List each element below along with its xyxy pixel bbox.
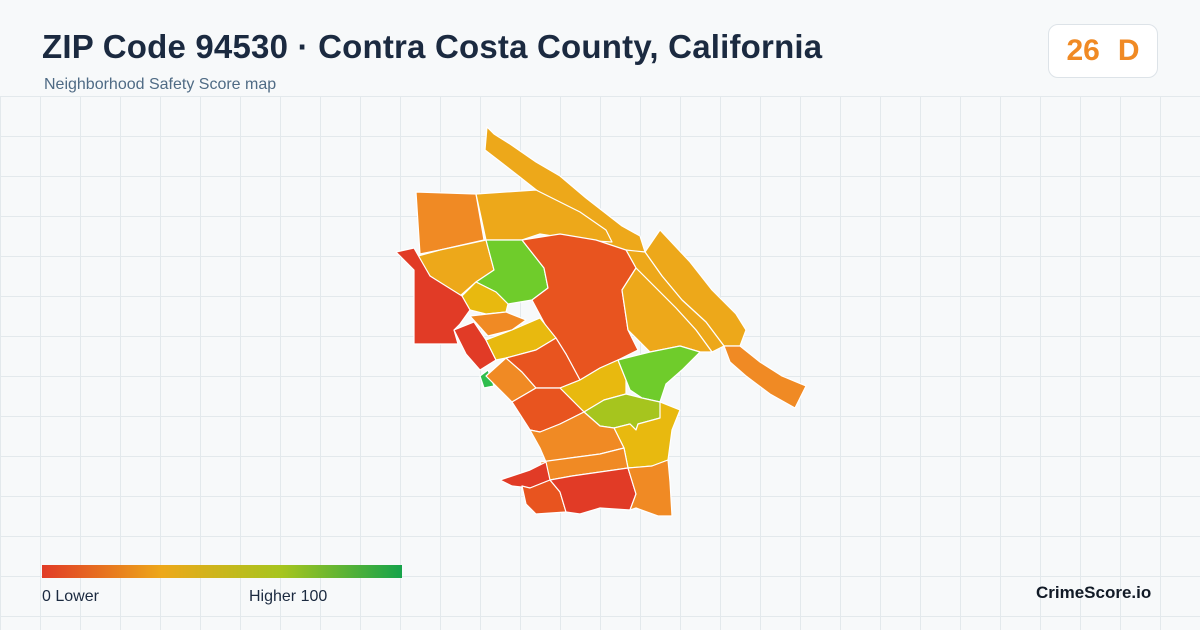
safety-score-badge: 26 D bbox=[1048, 24, 1158, 78]
map-region[interactable] bbox=[529, 411, 625, 463]
legend-high-label: Higher 100 bbox=[249, 588, 328, 605]
brand-name: CrimeScore.io bbox=[1036, 583, 1152, 602]
map-region[interactable] bbox=[484, 126, 646, 253]
map-region[interactable] bbox=[723, 345, 807, 409]
safety-grade: D bbox=[1117, 34, 1140, 67]
map-region[interactable] bbox=[395, 247, 471, 345]
safety-score-value: 26 bbox=[1066, 34, 1100, 67]
page-subtitle: Neighborhood Safety Score map bbox=[44, 76, 277, 93]
map-region[interactable] bbox=[479, 369, 495, 389]
page-title: ZIP Code 94530 · Contra Costa County, Ca… bbox=[42, 28, 823, 65]
legend-low-label: 0 Lower bbox=[42, 588, 99, 605]
map-region[interactable] bbox=[627, 459, 673, 517]
score-legend-gradient bbox=[42, 565, 402, 578]
map-region[interactable] bbox=[461, 281, 509, 315]
map-region[interactable] bbox=[617, 345, 701, 403]
